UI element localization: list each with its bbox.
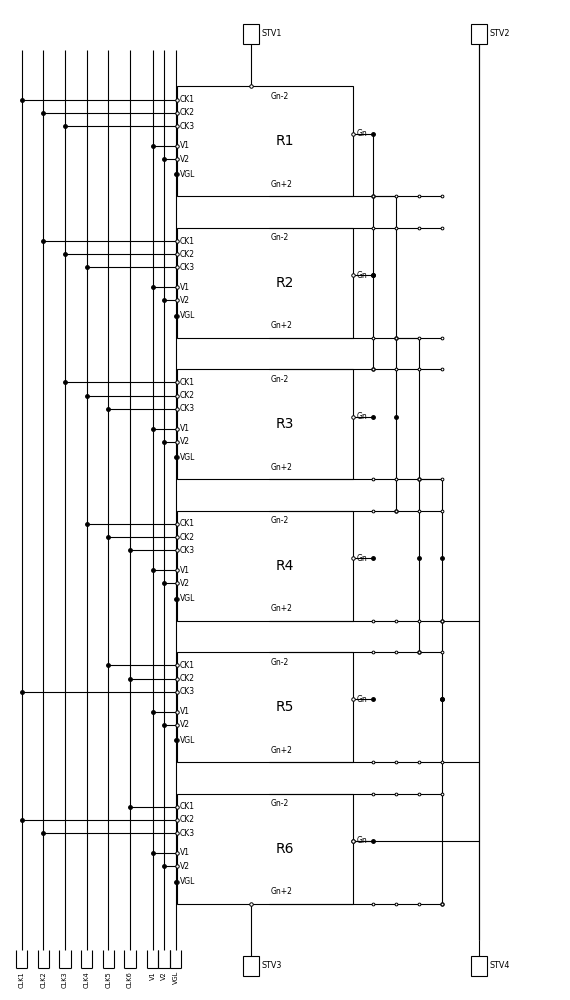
Text: V2: V2: [161, 971, 167, 980]
Text: V2: V2: [180, 720, 190, 729]
Text: R6: R6: [276, 842, 294, 856]
Text: VGL: VGL: [180, 736, 196, 745]
Text: Gn+2: Gn+2: [270, 463, 292, 472]
Text: CK3: CK3: [180, 829, 196, 838]
Text: V1: V1: [180, 283, 190, 292]
Text: CLK2: CLK2: [40, 971, 46, 988]
Bar: [177, 86, 353, 196]
Text: V2: V2: [180, 155, 190, 164]
Bar: [177, 652, 353, 762]
Text: CK3: CK3: [180, 122, 196, 131]
Text: VGL: VGL: [180, 170, 196, 179]
Text: R4: R4: [276, 559, 294, 573]
Text: Gn+2: Gn+2: [270, 887, 292, 896]
Text: Gn: Gn: [356, 554, 367, 563]
Text: CK1: CK1: [180, 237, 195, 246]
Text: CLK3: CLK3: [62, 971, 68, 988]
Text: Gn+2: Gn+2: [270, 321, 292, 330]
Text: VGL: VGL: [180, 594, 196, 603]
Text: CK3: CK3: [180, 546, 196, 555]
Text: V1: V1: [180, 848, 190, 857]
Text: CK1: CK1: [180, 661, 195, 670]
Text: CK3: CK3: [180, 404, 196, 413]
Text: CK1: CK1: [180, 95, 195, 104]
Text: VGL: VGL: [180, 311, 196, 320]
Text: CK2: CK2: [180, 108, 195, 117]
Bar: [177, 228, 353, 338]
Text: Gn+2: Gn+2: [270, 746, 292, 755]
Text: Gn-2: Gn-2: [270, 233, 288, 242]
Text: CK2: CK2: [180, 391, 195, 400]
Text: CK2: CK2: [180, 815, 195, 824]
Text: CLK6: CLK6: [127, 971, 133, 988]
Text: Gn-2: Gn-2: [270, 658, 288, 667]
Text: VGL: VGL: [180, 877, 196, 886]
Text: Gn-2: Gn-2: [270, 799, 288, 808]
Text: V1: V1: [150, 971, 156, 980]
Text: CK3: CK3: [180, 263, 196, 272]
Text: CLK5: CLK5: [105, 971, 111, 988]
Text: CK2: CK2: [180, 250, 195, 259]
Text: STV3: STV3: [262, 962, 282, 970]
Text: Gn-2: Gn-2: [270, 92, 288, 101]
Text: V2: V2: [180, 296, 190, 305]
Bar: [471, 956, 487, 976]
Text: V2: V2: [180, 437, 190, 446]
Text: Gn: Gn: [356, 271, 367, 280]
Bar: [471, 24, 487, 44]
Text: Gn: Gn: [356, 129, 367, 138]
Text: CK1: CK1: [180, 519, 195, 528]
Bar: [177, 369, 353, 479]
Text: V2: V2: [180, 579, 190, 588]
Text: V1: V1: [180, 707, 190, 716]
Text: Gn-2: Gn-2: [270, 375, 288, 384]
Text: V1: V1: [180, 566, 190, 575]
Text: CLK4: CLK4: [84, 971, 89, 988]
Text: Gn: Gn: [356, 412, 367, 421]
Text: Gn: Gn: [356, 836, 367, 845]
Text: Gn: Gn: [356, 695, 367, 704]
Text: CK1: CK1: [180, 802, 195, 811]
Text: R5: R5: [276, 700, 294, 714]
Text: CK2: CK2: [180, 533, 195, 542]
Text: CK1: CK1: [180, 378, 195, 387]
Text: STV2: STV2: [490, 29, 510, 38]
Text: Gn-2: Gn-2: [270, 516, 288, 525]
Text: V1: V1: [180, 141, 190, 150]
Text: VGL: VGL: [173, 971, 178, 984]
Text: V1: V1: [180, 424, 190, 433]
Bar: [177, 511, 353, 621]
Bar: [243, 24, 259, 44]
Text: STV4: STV4: [490, 962, 510, 970]
Text: CK2: CK2: [180, 674, 195, 683]
Text: Gn+2: Gn+2: [270, 180, 292, 189]
Text: R1: R1: [276, 134, 294, 148]
Bar: [177, 794, 353, 904]
Text: Gn+2: Gn+2: [270, 604, 292, 613]
Bar: [243, 956, 259, 976]
Text: VGL: VGL: [180, 453, 196, 462]
Text: STV1: STV1: [262, 29, 282, 38]
Text: V2: V2: [180, 862, 190, 871]
Text: CK3: CK3: [180, 687, 196, 696]
Text: R3: R3: [276, 417, 294, 431]
Text: R2: R2: [276, 276, 294, 290]
Text: CLK1: CLK1: [19, 971, 25, 988]
